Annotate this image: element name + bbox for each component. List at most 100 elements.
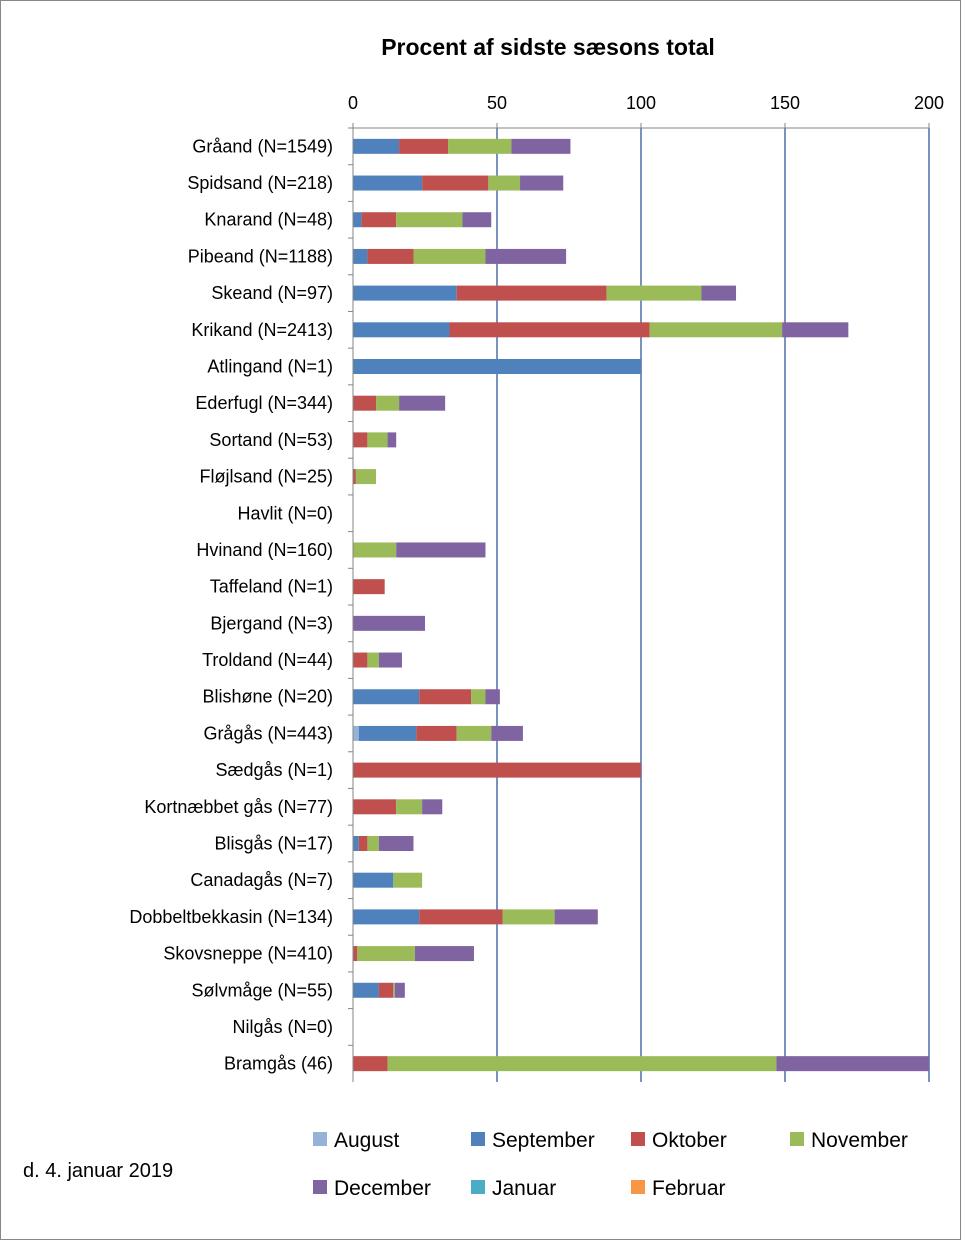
- category-label: Sortand (N=53): [209, 430, 333, 450]
- bar-segment: [554, 909, 598, 925]
- category-label: Blisgås (N=17): [214, 834, 333, 854]
- bar-segment: [456, 285, 607, 301]
- bar-segment: [353, 175, 423, 191]
- bar-segment: [353, 322, 450, 338]
- bar-segment: [353, 542, 397, 558]
- bar-segment: [394, 982, 405, 998]
- category-label: Kortnæbbet gås (N=77): [144, 797, 333, 817]
- bar-segment: [511, 138, 571, 154]
- legend: August September Oktober November December Ja…: [313, 1129, 908, 1200]
- category-label: Spidsand (N=218): [187, 173, 333, 193]
- category-label: Fløjlsand (N=25): [199, 467, 333, 487]
- bar-segment: [367, 836, 379, 851]
- bar-segment: [353, 872, 394, 888]
- bar-segment: [419, 689, 472, 705]
- bar-segment: [416, 725, 457, 741]
- bar-segment: [358, 836, 368, 851]
- category-label: Grågås (N=443): [203, 723, 333, 743]
- bar-segment: [353, 579, 385, 595]
- bar-segment: [448, 138, 512, 154]
- legend-swatch: [631, 1132, 645, 1146]
- bars: [353, 138, 929, 1072]
- bar-segment: [353, 285, 457, 301]
- category-label: Hvinand (N=160): [196, 540, 333, 560]
- bar-segment: [414, 946, 474, 962]
- bar-segment: [396, 212, 463, 228]
- bar-segment: [419, 909, 503, 925]
- category-label: Skovsneppe (N=410): [163, 944, 333, 964]
- date-note: d. 4. januar 2019: [23, 1160, 174, 1182]
- bar-segment: [353, 836, 359, 851]
- category-label: Sølvmåge (N=55): [191, 980, 333, 1000]
- bar-segment: [782, 322, 849, 338]
- legend-swatch: [471, 1132, 485, 1146]
- bar-segment: [353, 395, 377, 411]
- bar-segment: [396, 542, 486, 558]
- bar-segment: [387, 432, 397, 448]
- axes: [352, 127, 929, 1082]
- bar-segment: [357, 946, 415, 962]
- legend-swatch: [790, 1132, 804, 1146]
- bar-segment: [353, 762, 641, 778]
- bar-segment: [367, 652, 379, 668]
- bar-segment: [393, 982, 395, 998]
- legend-label: Januar: [492, 1177, 556, 1200]
- bar-segment: [396, 799, 423, 815]
- category-label: Taffeland (N=1): [210, 577, 333, 597]
- legend-swatch: [631, 1180, 645, 1194]
- bar-segment: [491, 725, 523, 741]
- category-label: Havlit (N=0): [237, 503, 333, 523]
- legend-label: August: [334, 1129, 400, 1152]
- category-label: Atlingand (N=1): [207, 357, 333, 377]
- legend-label: Februar: [652, 1177, 726, 1200]
- bar-segment: [422, 799, 443, 815]
- bar-segment: [399, 395, 446, 411]
- legend-swatch: [471, 1180, 485, 1194]
- category-label: Nilgås (N=0): [232, 1017, 333, 1037]
- bar-segment: [353, 1056, 388, 1072]
- category-label: Blishøne (N=20): [202, 687, 333, 707]
- category-label: Sædgås (N=1): [215, 760, 333, 780]
- bar-segment: [353, 469, 356, 485]
- category-label: Bramgås (46): [224, 1054, 333, 1074]
- legend-label: September: [492, 1129, 595, 1152]
- bar-segment: [502, 909, 555, 925]
- bar-segment: [353, 725, 359, 741]
- bar-segment: [485, 248, 567, 264]
- bar-segment: [413, 248, 486, 264]
- bar-segment: [471, 689, 486, 705]
- bar-segment: [701, 285, 737, 301]
- bar-segment: [353, 359, 641, 374]
- bar-segment: [353, 982, 379, 998]
- bar-segment: [399, 138, 449, 154]
- bar-segment: [367, 248, 414, 264]
- x-tick-label: 200: [914, 93, 944, 113]
- bar-segment: [393, 872, 423, 888]
- bar-segment: [488, 175, 521, 191]
- bar-segment: [378, 836, 414, 851]
- bar-segment: [422, 175, 489, 191]
- chart-title: Procent af sidste sæsons total: [381, 34, 715, 60]
- bar-segment: [353, 946, 358, 962]
- bar-segment: [378, 982, 394, 998]
- legend-swatch: [313, 1180, 327, 1194]
- bar-segment: [353, 652, 368, 668]
- bar-segment: [387, 1056, 777, 1072]
- legend-label: December: [334, 1177, 431, 1200]
- legend-label: Oktober: [652, 1129, 727, 1152]
- legend-swatch: [313, 1132, 327, 1146]
- bar-segment: [367, 432, 388, 448]
- category-label: Gråand (N=1549): [192, 136, 333, 156]
- category-label: Ederfugl (N=344): [195, 393, 333, 413]
- bar-segment: [353, 212, 362, 228]
- category-label: Troldand (N=44): [202, 650, 333, 670]
- category-labels: Gråand (N=1549) Spidsand (N=218) Knarand (…: [129, 127, 353, 1074]
- x-tick-label: 0: [348, 93, 358, 113]
- category-label: Krikand (N=2413): [191, 320, 333, 340]
- bar-segment: [776, 1056, 929, 1072]
- bar-segment: [376, 395, 400, 411]
- bar-segment: [485, 689, 500, 705]
- bar-segment: [355, 469, 377, 485]
